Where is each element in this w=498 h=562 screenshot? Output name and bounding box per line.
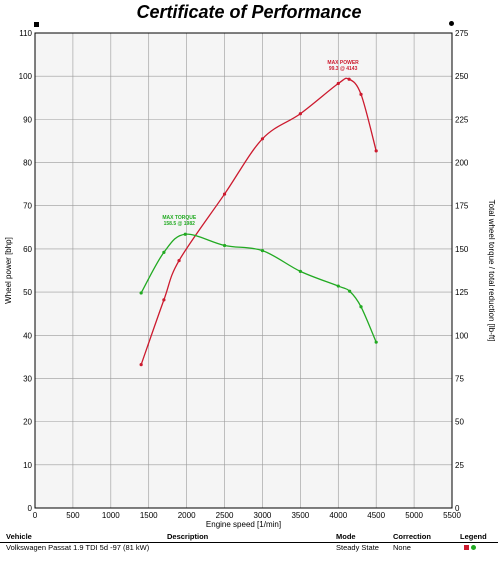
legend-power-swatch <box>464 545 469 550</box>
y-right-tick-label: 125 <box>455 288 469 297</box>
performance-chart: 0 500 1000 1500 2000 2500 3000 3500 4000 4500 5000… <box>4 29 496 529</box>
y-left-tick-label: 110 <box>19 29 32 38</box>
power-series-line <box>140 77 377 365</box>
description-header: Description <box>167 532 209 541</box>
x-tick-label: 1500 <box>140 511 158 520</box>
x-tick-label: 3500 <box>291 511 309 520</box>
torque-data-point <box>359 305 363 309</box>
torque-data-point <box>260 249 265 253</box>
mode-header: Mode <box>336 532 356 541</box>
y-left-axis-label: Wheel power [bhp] <box>4 237 13 304</box>
y-right-tick-label: 75 <box>455 374 464 383</box>
legend-swatches <box>464 543 478 552</box>
y-left-tick-label: 10 <box>23 461 32 470</box>
y-left-tick-label: 80 <box>23 159 32 168</box>
y-left-tick-label: 70 <box>23 202 32 211</box>
plot-border <box>34 32 453 509</box>
legend-header: Legend <box>460 532 487 541</box>
y-left-tick-label: 50 <box>23 288 32 297</box>
y-right-tick-label: 200 <box>455 159 469 168</box>
y-left-tick-label: 0 <box>28 504 33 513</box>
y-left-tick-label: 90 <box>23 115 32 124</box>
max-power-label: MAX POWER <box>327 60 359 66</box>
plot-area <box>35 33 452 508</box>
torque-data-point <box>336 284 340 288</box>
power-data-point <box>374 149 378 153</box>
max-torque-value: 158.5 @ 1982 <box>164 221 196 227</box>
x-tick-label: 2500 <box>216 511 234 520</box>
power-data-point <box>359 92 363 96</box>
power-data-point <box>347 77 351 81</box>
y-right-tick-label: 150 <box>455 245 469 254</box>
vehicle-header: Vehicle <box>6 532 32 541</box>
x-tick-label: 4000 <box>329 511 347 520</box>
torque-series-line <box>140 233 377 343</box>
y-right-tick-label: 25 <box>455 461 464 470</box>
power-data-point <box>260 137 265 141</box>
mode-value: Steady State <box>336 543 379 552</box>
torque-data-point <box>348 289 352 293</box>
x-tick-label: 3000 <box>254 511 272 520</box>
corner-mark-left <box>34 22 39 27</box>
power-data-point <box>162 298 166 302</box>
y-left-tick-label: 40 <box>23 331 32 340</box>
y-right-tick-label: 0 <box>455 504 460 513</box>
vehicle-value: Volkswagen Passat 1.9 TDI 5d -97 (81 kW) <box>6 543 150 552</box>
power-data-point <box>298 112 302 116</box>
y-right-tick-label: 250 <box>455 72 469 81</box>
torque-data-point <box>298 269 302 273</box>
y-left-tick-label: 20 <box>23 418 32 427</box>
correction-value: None <box>393 543 411 552</box>
info-header-row: Vehicle Description Mode Correction Lege… <box>0 532 498 543</box>
page-title: Certificate of Performance <box>136 2 362 22</box>
x-tick-label: 4500 <box>367 511 385 520</box>
y-right-tick-label: 175 <box>455 202 469 211</box>
torque-data-point <box>139 291 143 295</box>
x-tick-label: 1000 <box>102 511 120 520</box>
y-right-tick-label: 50 <box>455 418 464 427</box>
correction-header: Correction <box>393 532 431 541</box>
x-tick-label: 0 <box>33 511 38 520</box>
y-left-tick-label: 100 <box>19 72 33 81</box>
power-data-point <box>222 192 227 196</box>
x-tick-label: 2000 <box>178 511 196 520</box>
max-torque-label: MAX TORQUE <box>162 215 196 221</box>
power-data-point <box>177 258 181 263</box>
y-right-axis-label: Total wheel torque / total reduction [lb… <box>487 200 496 342</box>
x-tick-label: 5000 <box>405 511 423 520</box>
torque-data-point <box>162 250 166 254</box>
max-power-value: 99.3 @ 4143 <box>329 66 358 72</box>
x-tick-label: 5500 <box>443 511 461 520</box>
power-data-point <box>139 363 143 367</box>
y-right-tick-label: 100 <box>455 331 469 340</box>
x-axis-label: Engine speed [1/min] <box>206 520 281 529</box>
x-tick-label: 500 <box>66 511 80 520</box>
legend-torque-swatch <box>471 545 476 550</box>
power-data-point <box>336 81 340 86</box>
y-right-tick-label: 225 <box>455 115 469 124</box>
y-left-tick-label: 60 <box>23 245 32 254</box>
torque-data-point <box>374 340 378 344</box>
torque-data-point <box>222 243 227 248</box>
y-left-tick-label: 30 <box>23 374 32 383</box>
y-right-tick-label: 275 <box>455 29 469 38</box>
corner-mark-right <box>449 21 454 26</box>
torque-data-point <box>183 232 187 236</box>
